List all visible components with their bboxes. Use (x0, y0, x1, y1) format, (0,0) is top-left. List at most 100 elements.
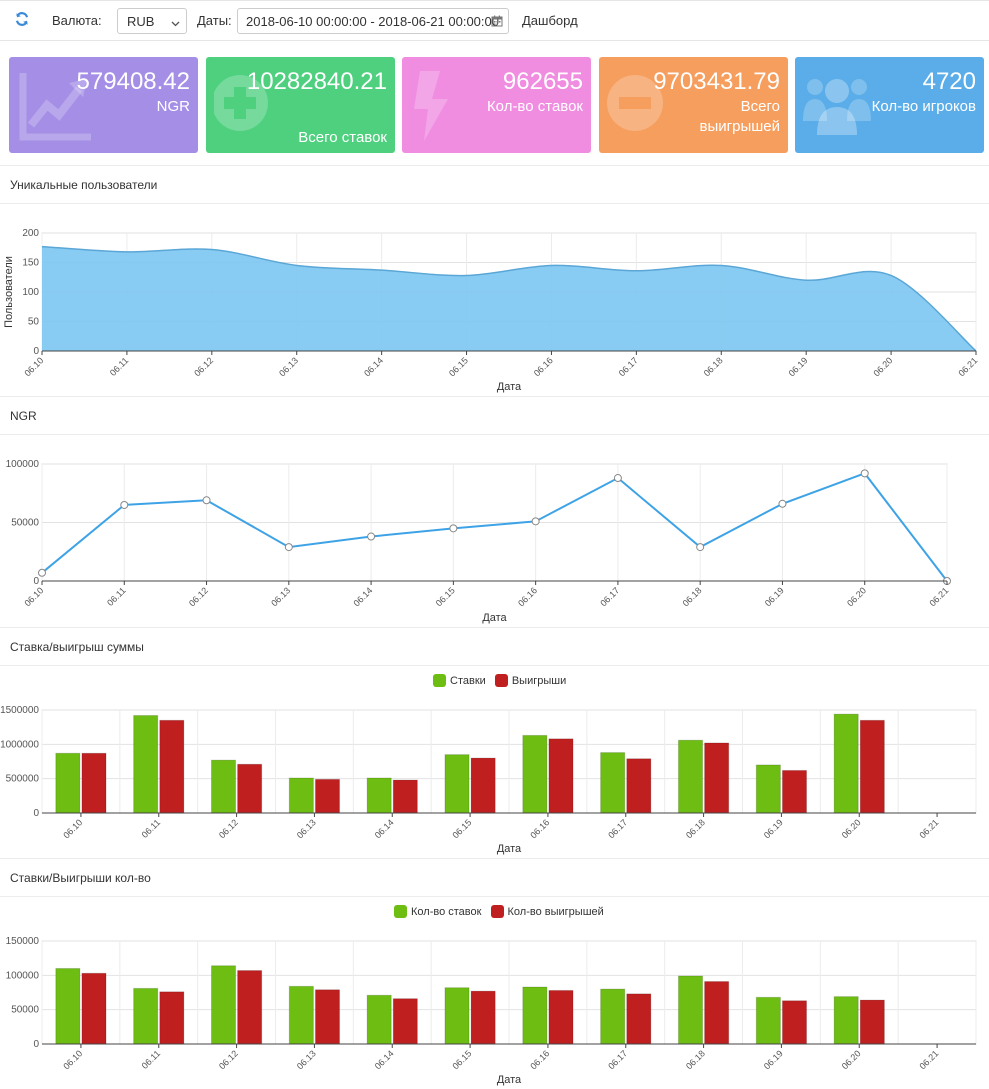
bar (314, 989, 341, 1045)
legend-item[interactable]: Выигрыши (494, 674, 567, 687)
calendar-icon (491, 15, 503, 30)
x-tick-label: 06.21 (927, 585, 950, 608)
x-tick-label: 06.13 (295, 817, 318, 840)
data-point (284, 543, 293, 552)
users-chart-title: Уникальные пользователи (10, 178, 158, 192)
x-tick-label: 06.12 (187, 585, 210, 608)
x-axis-label: Дата (497, 843, 522, 855)
x-tick-label: 06.18 (684, 817, 707, 840)
x-tick-label: 06.21 (917, 1048, 940, 1071)
legend-swatch (433, 674, 446, 687)
data-point (120, 500, 129, 509)
legend-label: Кол-во ставок (411, 906, 482, 918)
legend-swatch (494, 674, 508, 687)
x-tick-label: 06.13 (295, 1048, 318, 1071)
y-tick-label: 200 (22, 228, 39, 239)
bar (392, 998, 418, 1045)
x-axis-label: Дата (497, 1074, 522, 1086)
divider (0, 665, 989, 666)
bar (288, 777, 314, 814)
bar (366, 994, 392, 1045)
date-range-input[interactable]: 2018-06-10 00:00:00 - 2018-06-21 00:00:0… (237, 8, 509, 34)
bar (781, 769, 808, 814)
y-tick-label: 150 (22, 258, 39, 269)
tile-total-bets[interactable]: 10282840.21 Всего ставок (206, 57, 395, 153)
tile-bets-count[interactable]: 962655 Кол-во ставок (402, 57, 591, 153)
bar (859, 999, 885, 1045)
currency-select[interactable]: RUB (117, 8, 187, 34)
legend-item[interactable]: Кол-во выигрышей (490, 905, 604, 918)
x-tick-label: 06.17 (606, 1048, 629, 1071)
users-area-chart: 0 50 100 150 200 06.10 06.11 06.12 06.13 06.14 06.… (0, 204, 989, 396)
legend-label: Ставки (450, 675, 486, 687)
bar (288, 985, 314, 1045)
data-point (531, 517, 540, 526)
x-tick-label: 06.10 (22, 355, 45, 378)
x-tick-label: 06.17 (598, 585, 621, 608)
x-tick-label: 06.15 (447, 355, 470, 378)
chevron-down-icon (171, 16, 180, 31)
total-bets-caption: Всего ставок (298, 129, 387, 146)
x-tick-label: 06.14 (373, 1048, 396, 1071)
total-wins-caption: Всего выигрышей (699, 98, 780, 135)
bar (548, 989, 574, 1045)
bar (522, 986, 548, 1045)
y-tick-label: 100 (22, 287, 39, 298)
bar (133, 987, 159, 1045)
tile-ngr[interactable]: 579408.42 NGR (9, 57, 198, 153)
x-axis-label: Дата (497, 381, 522, 393)
y-tick-label: 0 (33, 576, 39, 587)
tile-total-wins[interactable]: 9703431.79 Всего выигрышей (599, 57, 788, 153)
bar (859, 719, 885, 814)
x-tick-label: 06.14 (373, 817, 396, 840)
divider (0, 858, 989, 859)
bar (55, 967, 81, 1045)
legend-item[interactable]: Ставки (433, 674, 486, 687)
legend-swatch (490, 905, 504, 918)
divider (0, 434, 989, 435)
bar (833, 996, 859, 1045)
sums-legend: Ставки Выигрыши (433, 674, 572, 687)
bar (470, 757, 496, 814)
bar (781, 1000, 808, 1045)
bar (159, 991, 185, 1045)
divider (0, 896, 989, 897)
legend-swatch (394, 905, 407, 918)
x-tick-label: 06.20 (872, 355, 895, 378)
data-point (202, 496, 211, 505)
x-tick-label: 06.15 (450, 817, 473, 840)
x-tick-label: 06.12 (217, 817, 240, 840)
data-point (613, 474, 622, 483)
dashboard-link[interactable]: Дашборд (522, 13, 578, 28)
y-tick-label: 1000000 (0, 739, 39, 750)
x-tick-label: 06.15 (450, 1048, 473, 1071)
ngr-line-chart: 0 50000 100000 06.10 06.11 06.12 06.13 06.14 06.… (0, 435, 989, 627)
plus-circle-icon (212, 65, 284, 140)
legend-label: Выигрыши (511, 675, 567, 687)
x-tick-label: 06.13 (277, 355, 300, 378)
bar (210, 759, 237, 814)
divider (0, 627, 989, 628)
data-point (449, 524, 458, 533)
y-tick-label: 0 (33, 1039, 39, 1050)
tile-players-count[interactable]: 4720 Кол-во игроков (795, 57, 984, 153)
minus-circle-icon (607, 65, 677, 140)
x-tick-label: 06.10 (22, 585, 45, 608)
x-tick-label: 06.10 (61, 1048, 84, 1071)
x-tick-label: 06.17 (606, 817, 629, 840)
area-line (41, 245, 977, 352)
x-tick-label: 06.19 (762, 1048, 785, 1071)
area-fill (42, 246, 976, 351)
chart-line-icon (17, 65, 97, 150)
legend-item[interactable]: Кол-во ставок (394, 905, 481, 918)
bar (833, 713, 859, 814)
x-tick-label: 06.11 (140, 817, 163, 840)
refresh-icon[interactable] (14, 11, 34, 31)
bar (237, 970, 263, 1045)
x-tick-label: 06.12 (192, 355, 215, 378)
bar (677, 975, 704, 1045)
bar (159, 719, 185, 814)
x-tick-label: 06.10 (61, 817, 84, 840)
bar (600, 988, 626, 1045)
x-tick-label: 06.14 (352, 585, 375, 608)
